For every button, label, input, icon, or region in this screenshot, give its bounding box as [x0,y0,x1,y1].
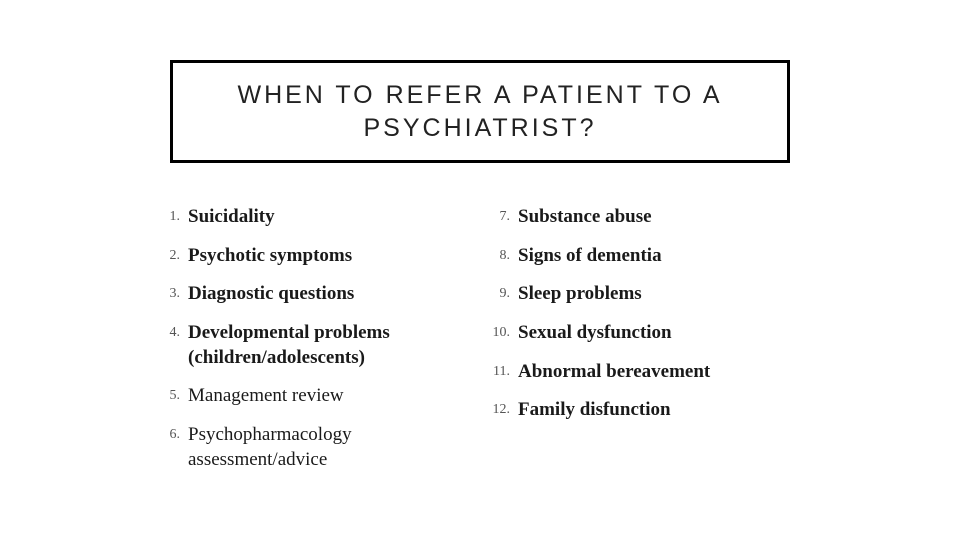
list-item: 9. Sleep problems [490,282,800,307]
item-number: 2. [160,244,180,266]
item-number: 12. [490,398,510,420]
item-number: 8. [490,244,510,266]
slide: WHEN TO REFER A PATIENT TO A PSYCHIATRIS… [0,0,960,540]
list-item: 4. Developmental problems (children/adole… [160,321,470,370]
list-item: 2. Psychotic symptoms [160,244,470,269]
item-number: 3. [160,282,180,304]
list-item: 7. Substance abuse [490,205,800,230]
list-item: 11. Abnormal bereavement [490,360,800,385]
item-text: Substance abuse [518,205,652,230]
item-text: Suicidality [188,205,275,230]
item-number: 4. [160,321,180,343]
list-item: 1. Suicidality [160,205,470,230]
title-box: WHEN TO REFER A PATIENT TO A PSYCHIATRIS… [170,60,790,163]
item-text: Sexual dysfunction [518,321,672,346]
list-item: 6. Psychopharmacology assessment/advice [160,423,470,472]
list-item: 3. Diagnostic questions [160,282,470,307]
item-text: Developmental problems (children/adolesc… [188,321,470,370]
item-number: 11. [490,360,510,382]
list-item: 12. Family disfunction [490,398,800,423]
item-number: 10. [490,321,510,343]
item-text: Sleep problems [518,282,642,307]
item-text: Abnormal bereavement [518,360,710,385]
left-column: 1. Suicidality 2. Psychotic symptoms 3. Diagn… [160,205,470,473]
item-text: Diagnostic questions [188,282,354,307]
list-item: 8. Signs of dementia [490,244,800,269]
item-text: Psychopharmacology assessment/advice [188,423,470,472]
item-number: 9. [490,282,510,304]
item-text: Signs of dementia [518,244,662,269]
slide-title: WHEN TO REFER A PATIENT TO A PSYCHIATRIS… [213,79,747,144]
list-item: 10. Sexual dysfunction [490,321,800,346]
item-text: Psychotic symptoms [188,244,352,269]
list-item: 5. Management review [160,384,470,409]
right-column: 7. Substance abuse 8. Signs of dementia 9. Sl… [490,205,800,473]
item-number: 7. [490,205,510,227]
content-columns: 1. Suicidality 2. Psychotic symptoms 3. Diagn… [160,205,800,473]
item-number: 1. [160,205,180,227]
item-number: 5. [160,384,180,406]
item-text: Family disfunction [518,398,671,423]
item-text: Management review [188,384,344,409]
item-number: 6. [160,423,180,445]
